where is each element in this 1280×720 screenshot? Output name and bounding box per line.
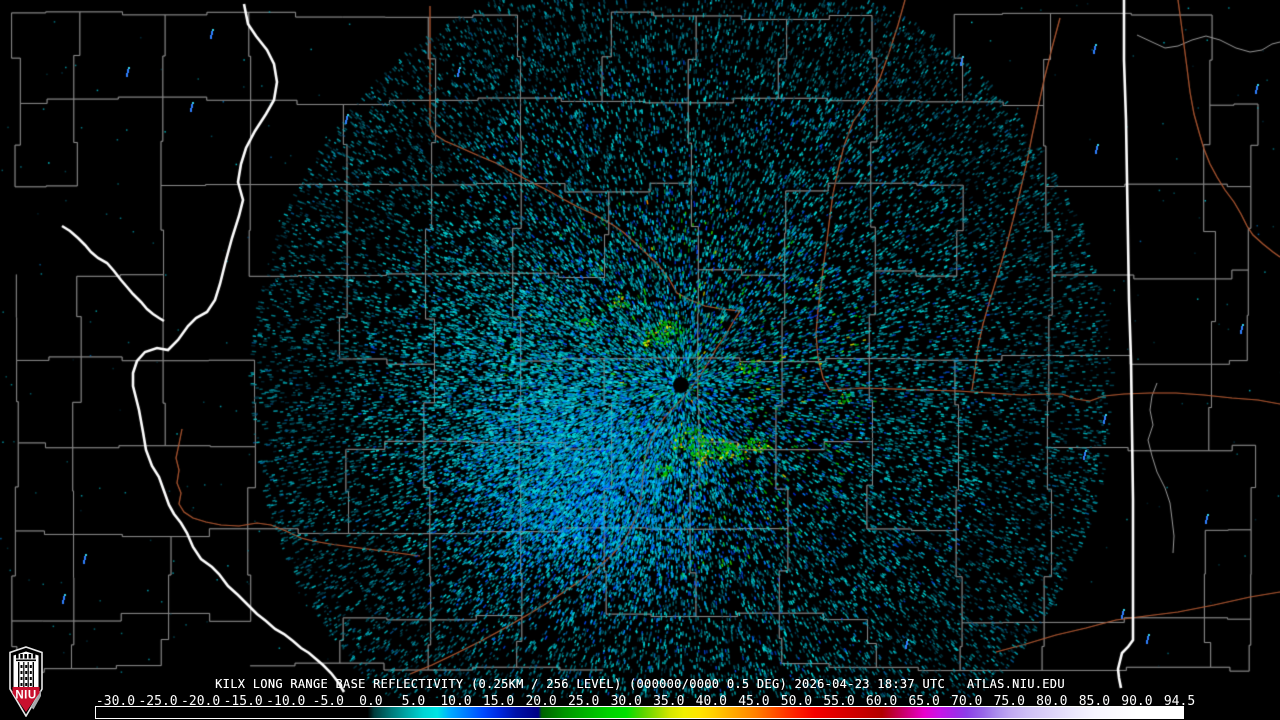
scale-tick-label: 65.0: [908, 694, 940, 709]
reflectivity-colorbar: [95, 706, 1184, 719]
scale-tick-label: 25.0: [568, 694, 600, 709]
scale-tick-label: 94.5: [1163, 694, 1196, 709]
reflectivity-scale-labels: -30.0 -25.0 -20.0 -15.0 -10.0 -5.0 0.0 5.0 10.0 1…: [0, 694, 1280, 709]
scale-tick-label: -20.0: [181, 694, 221, 709]
niu-logo-text: NIU: [15, 690, 36, 702]
scale-tick-label: -30.0: [95, 694, 136, 709]
niu-logo[interactable]: NIU: [7, 646, 45, 717]
scale-tick-label: 30.0: [610, 694, 642, 709]
scale-tick-label: 85.0: [1078, 694, 1111, 709]
scale-tick-label: 0.0: [359, 694, 383, 709]
scale-tick-label: 90.0: [1121, 694, 1153, 709]
niu-accent-swoosh: [31, 690, 41, 710]
scale-tick-label: 80.0: [1036, 694, 1068, 709]
scale-tick-label: -15.0: [223, 694, 263, 709]
scale-tick-label: 35.0: [653, 694, 685, 709]
scale-tick-label: 10.0: [440, 694, 472, 709]
scale-tick-label: 75.0: [993, 694, 1025, 709]
scale-tick-label: 60.0: [865, 694, 898, 709]
scale-tick-label: 5.0: [401, 694, 426, 709]
scale-tick-label: 45.0: [738, 694, 770, 709]
site-label: ATLAS.NIU.EDU: [967, 677, 1065, 691]
product-title: KILX LONG RANGE BASE REFLECTIVITY (0.25K…: [215, 677, 946, 691]
scale-tick-label: 15.0: [482, 694, 515, 709]
scale-tick-label: 50.0: [780, 694, 813, 709]
scale-tick-label: 20.0: [525, 694, 557, 709]
scale-tick-label: -10.0: [266, 694, 306, 709]
title-bar: KILX LONG RANGE BASE REFLECTIVITY (0.25K…: [0, 677, 1280, 691]
scale-tick-label: -5.0: [312, 694, 344, 709]
scale-tick-label: 40.0: [695, 694, 727, 709]
niu-castle-icon: [16, 654, 36, 688]
scale-tick-label: 70.0: [951, 694, 983, 709]
niu-red-band: [12, 687, 40, 712]
scale-tick-label: 55.0: [823, 694, 855, 709]
scale-tick-label: -25.0: [138, 694, 178, 709]
